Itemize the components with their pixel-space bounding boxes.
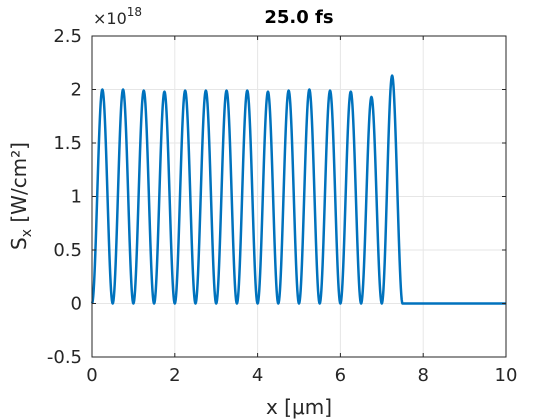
series-line (90, 74, 506, 305)
x-tick-label: 10 (495, 365, 518, 386)
y-tick-label: -0.5 (47, 347, 82, 368)
x-tick-labels: 0 2 4 6 8 10 (86, 365, 517, 386)
ticks (91, 35, 507, 358)
y-tick-label: 1.5 (53, 133, 82, 154)
y-exponent: ×1018 (93, 5, 142, 28)
y-tick-label: 1 (71, 187, 82, 208)
y-axis-label: Sx [W/cm²] (7, 142, 35, 250)
y-tick-label: 0.5 (53, 240, 82, 261)
y-exponent-base: ×10 (93, 9, 127, 28)
y-exponent-power: 18 (127, 5, 142, 19)
x-tick-label: 8 (417, 365, 428, 386)
chart-title: 25.0 fs (264, 7, 333, 28)
x-tick-label: 0 (86, 365, 97, 386)
x-tick-label: 4 (252, 365, 263, 386)
y-tick-label: 2.5 (53, 26, 82, 47)
y-axis-label-units: [W/cm²] (7, 142, 31, 229)
x-tick-label: 2 (169, 365, 180, 386)
y-tick-label: 2 (71, 80, 82, 101)
y-tick-labels: -0.5 0 0.5 1 1.5 2 2.5 (47, 26, 82, 368)
y-axis-label-main: S (7, 237, 31, 250)
x-axis-label: x [μm] (266, 395, 332, 419)
y-tick-label: 0 (71, 294, 82, 315)
y-axis-label-sub: x (19, 229, 35, 237)
x-tick-label: 6 (335, 365, 346, 386)
